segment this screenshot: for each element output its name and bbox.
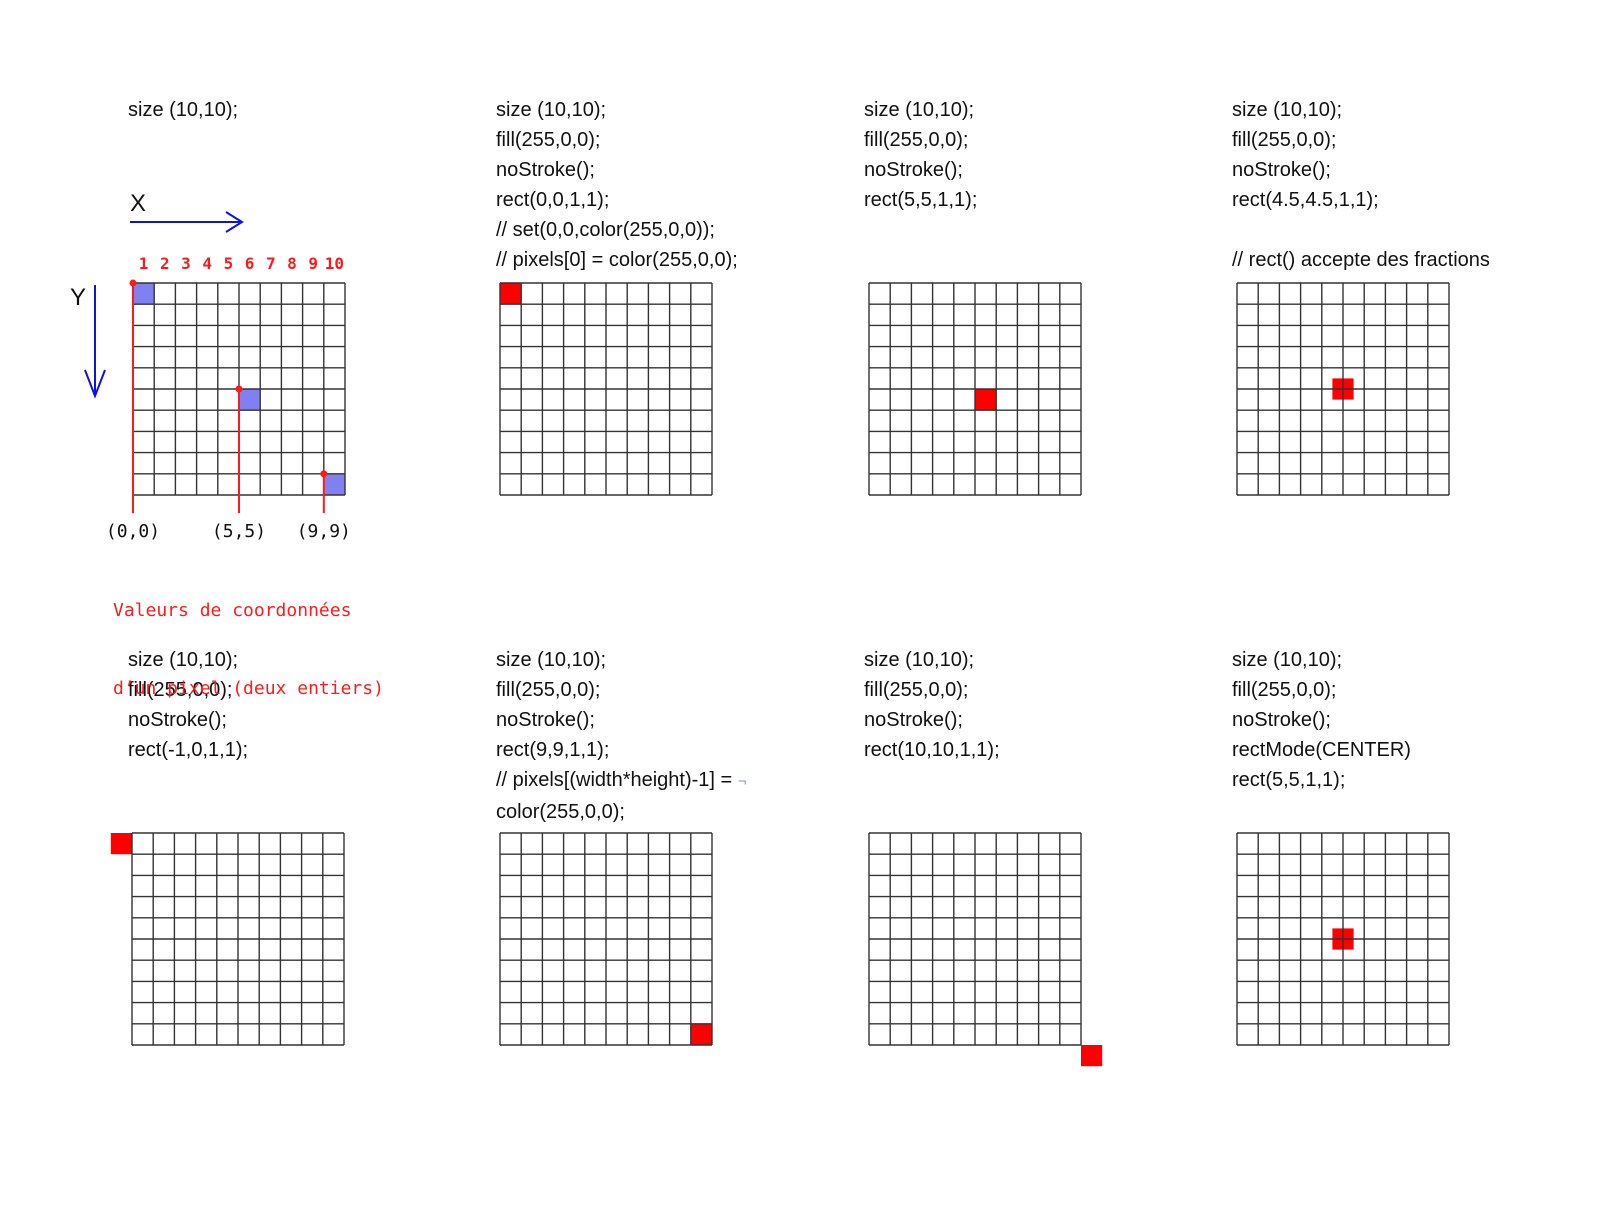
code-line: size (10,10); (128, 649, 239, 671)
code-line: rectMode(CENTER) (1232, 739, 1411, 761)
code-line: size (10,10); (496, 649, 607, 671)
code-block: size (10,10); fill(255,0,0); noStroke(); re… (496, 95, 738, 275)
code-line: rect(5,5,1,1); (864, 189, 978, 211)
code-line: size (10,10); (1232, 99, 1343, 121)
code-line: // pixels[(width*height)-1] = ¬ (496, 769, 747, 791)
code-line: noStroke(); (1232, 709, 1331, 731)
code-block: size (10,10); fill(255,0,0); noStroke(); re… (864, 95, 977, 215)
panel-rect-fraction: size (10,10); fill(255,0,0); noStroke(); re… (1232, 95, 1592, 655)
code-line: size (10,10); (864, 99, 975, 121)
code-line: size (10,10); (1232, 649, 1343, 671)
code-line: rect(0,0,1,1); (496, 189, 610, 211)
code-line: fill(255,0,0); (128, 679, 233, 701)
panel-rect-0-0: size (10,10); fill(255,0,0); noStroke(); re… (496, 95, 856, 655)
y-axis-label: Y (70, 284, 86, 311)
code-line: size (10,10); (128, 99, 239, 121)
y-axis-arrowhead (84, 369, 106, 399)
panel-rect-negative: size (10,10); fill(255,0,0); noStroke(); re… (128, 645, 488, 1205)
code-line: fill(255,0,0); (864, 679, 969, 701)
code-line: // pixels[0] = color(255,0,0); (496, 249, 738, 271)
code-line: noStroke(); (864, 159, 963, 181)
code-line: rect(9,9,1,1); (496, 739, 610, 761)
panel-size-only: size (10,10); (128, 95, 488, 655)
code-block: size (10,10); fill(255,0,0); noStroke(); re… (1232, 645, 1411, 795)
code-line: fill(255,0,0); (1232, 129, 1337, 151)
code-line: rect(10,10,1,1); (864, 739, 1000, 761)
code-line: size (10,10); (864, 649, 975, 671)
code-line: noStroke(); (496, 159, 595, 181)
code-line: fill(255,0,0); (496, 679, 601, 701)
code-line: rect(4.5,4.5,1,1); (1232, 189, 1379, 211)
code-block: size (10,10); (128, 95, 238, 125)
code-block: size (10,10); fill(255,0,0); noStroke(); re… (128, 645, 248, 765)
line-continuation-mark: ¬ (737, 773, 747, 790)
code-block: size (10,10); fill(255,0,0); noStroke(); re… (1232, 95, 1490, 275)
code-line: fill(255,0,0); (864, 129, 969, 151)
caption-line: d’un pixel (deux entiers) (113, 678, 384, 699)
panel-rect-10-10: size (10,10); fill(255,0,0); noStroke(); re… (864, 645, 1224, 1205)
caption-line: Valeurs de coordonnées (113, 600, 352, 621)
coordinate-caption: Valeurs de coordonnées d’un pixel (deux … (113, 546, 384, 728)
code-block: size (10,10); fill(255,0,0); noStroke(); re… (496, 645, 747, 827)
code-line: fill(255,0,0); (1232, 679, 1337, 701)
code-line: // rect() accepte des fractions (1232, 249, 1490, 271)
code-line (1232, 215, 1490, 245)
code-line: noStroke(); (1232, 159, 1331, 181)
panel-rectmode-center: size (10,10); fill(255,0,0); noStroke(); re… (1232, 645, 1592, 1205)
panel-rect-9-9: size (10,10); fill(255,0,0); noStroke(); re… (496, 645, 856, 1205)
code-block: size (10,10); fill(255,0,0); noStroke(); re… (864, 645, 1000, 765)
code-line: // set(0,0,color(255,0,0)); (496, 219, 715, 241)
code-line: size (10,10); (496, 99, 607, 121)
code-line: noStroke(); (128, 709, 227, 731)
code-line: rect(-1,0,1,1); (128, 739, 249, 761)
code-line: color(255,0,0); (496, 801, 625, 823)
code-line: rect(5,5,1,1); (1232, 769, 1346, 791)
panel-rect-5-5: size (10,10); fill(255,0,0); noStroke(); re… (864, 95, 1224, 655)
code-line: fill(255,0,0); (496, 129, 601, 151)
code-line: noStroke(); (496, 709, 595, 731)
code-line: noStroke(); (864, 709, 963, 731)
